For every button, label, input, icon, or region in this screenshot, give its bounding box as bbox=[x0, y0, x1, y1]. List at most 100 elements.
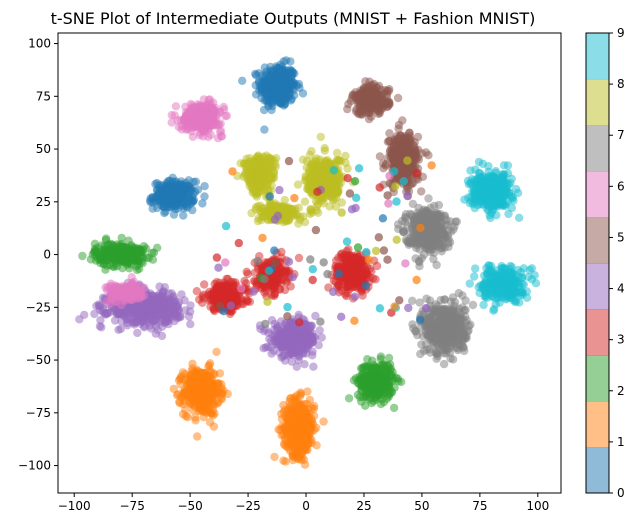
data-point bbox=[308, 351, 316, 359]
data-point bbox=[388, 151, 396, 159]
data-point bbox=[128, 291, 136, 299]
data-point bbox=[219, 294, 227, 302]
data-point bbox=[259, 344, 267, 352]
data-point bbox=[408, 297, 416, 305]
data-point bbox=[280, 351, 288, 359]
data-point bbox=[367, 372, 375, 380]
data-point bbox=[269, 347, 277, 355]
cluster-label-5 bbox=[343, 77, 402, 123]
data-point bbox=[133, 329, 141, 337]
data-point bbox=[369, 361, 377, 369]
data-point bbox=[200, 280, 208, 288]
data-point bbox=[383, 97, 391, 105]
cluster-label-0 bbox=[146, 174, 209, 220]
data-point bbox=[296, 388, 304, 396]
data-point bbox=[408, 179, 416, 187]
data-point bbox=[220, 105, 228, 113]
data-point bbox=[173, 391, 181, 399]
data-point bbox=[309, 363, 317, 371]
data-point bbox=[218, 132, 226, 140]
data-point bbox=[119, 254, 127, 262]
data-point bbox=[398, 116, 406, 124]
data-point bbox=[97, 323, 105, 331]
cluster-label-4 bbox=[256, 311, 326, 371]
data-point bbox=[262, 96, 270, 104]
scatter-points bbox=[75, 56, 540, 469]
data-point bbox=[246, 298, 254, 306]
data-point bbox=[181, 103, 189, 111]
data-point bbox=[347, 97, 355, 105]
data-point bbox=[349, 275, 357, 283]
data-point bbox=[172, 102, 180, 110]
data-point bbox=[356, 393, 364, 401]
data-point bbox=[151, 296, 159, 304]
data-point bbox=[116, 288, 124, 296]
data-point bbox=[295, 452, 303, 460]
data-point bbox=[186, 371, 194, 379]
data-point bbox=[185, 312, 193, 320]
data-point bbox=[356, 272, 364, 280]
data-point bbox=[96, 253, 104, 261]
data-point bbox=[200, 182, 208, 190]
data-point bbox=[159, 300, 167, 308]
data-point bbox=[75, 315, 83, 323]
cluster-label-1 bbox=[270, 387, 328, 469]
data-point bbox=[280, 440, 288, 448]
data-point bbox=[105, 245, 113, 253]
data-point bbox=[181, 406, 189, 414]
data-point bbox=[133, 250, 141, 258]
data-point bbox=[113, 309, 121, 317]
data-point bbox=[200, 108, 208, 116]
data-point bbox=[142, 244, 150, 252]
data-point bbox=[361, 77, 369, 85]
data-point bbox=[251, 269, 259, 277]
data-point bbox=[303, 400, 311, 408]
data-point bbox=[298, 436, 306, 444]
data-point bbox=[146, 313, 154, 321]
data-point bbox=[272, 89, 280, 97]
data-point bbox=[185, 194, 193, 202]
data-point bbox=[179, 211, 187, 219]
data-point bbox=[171, 111, 179, 119]
data-point bbox=[185, 182, 193, 190]
data-point bbox=[170, 181, 178, 189]
data-point bbox=[183, 393, 191, 401]
data-point bbox=[169, 194, 177, 202]
data-point bbox=[417, 187, 425, 195]
data-point bbox=[107, 282, 115, 290]
data-point bbox=[282, 457, 290, 465]
data-point bbox=[169, 303, 177, 311]
data-point bbox=[293, 363, 301, 371]
data-point bbox=[394, 94, 402, 102]
cluster-label-1 bbox=[170, 348, 232, 441]
chart-title: t-SNE Plot of Intermediate Outputs (MNIS… bbox=[51, 9, 536, 28]
data-point bbox=[188, 360, 196, 368]
data-point bbox=[177, 290, 185, 298]
data-point bbox=[193, 121, 201, 129]
data-point bbox=[371, 391, 379, 399]
data-point bbox=[87, 255, 95, 263]
data-point bbox=[152, 329, 160, 337]
data-point bbox=[356, 260, 364, 268]
data-point bbox=[286, 57, 294, 65]
data-point bbox=[295, 254, 303, 262]
data-point bbox=[156, 195, 164, 203]
data-point bbox=[396, 145, 404, 153]
data-point bbox=[193, 432, 201, 440]
data-point bbox=[184, 413, 192, 421]
data-point bbox=[371, 275, 379, 283]
data-point bbox=[261, 63, 269, 71]
data-point bbox=[197, 397, 205, 405]
data-point bbox=[319, 417, 327, 425]
data-point bbox=[191, 413, 199, 421]
data-point bbox=[128, 281, 136, 289]
data-point bbox=[366, 379, 374, 387]
data-point bbox=[280, 268, 288, 276]
data-point bbox=[386, 390, 394, 398]
data-point bbox=[131, 318, 139, 326]
data-point bbox=[145, 304, 153, 312]
cluster-label-7 bbox=[408, 289, 477, 368]
data-point bbox=[375, 94, 383, 102]
data-point bbox=[285, 398, 293, 406]
